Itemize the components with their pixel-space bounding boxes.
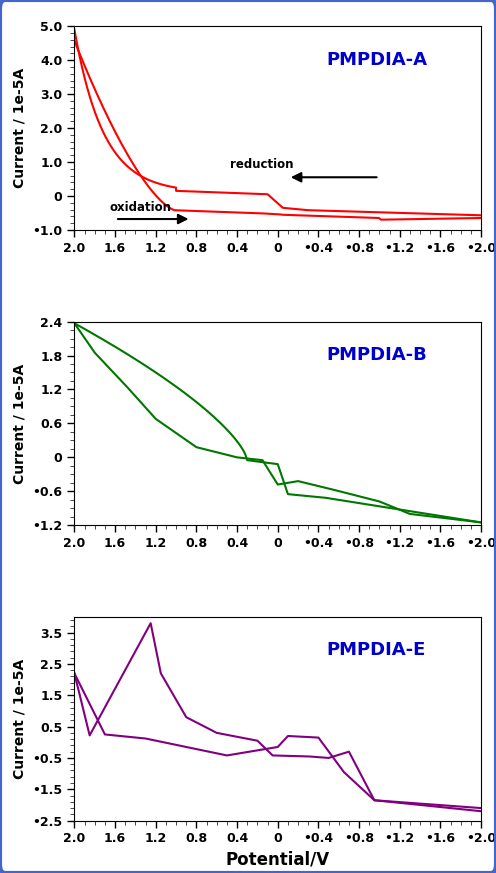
X-axis label: Potential/V: Potential/V	[226, 851, 330, 869]
Y-axis label: Current / 1e-5A: Current / 1e-5A	[13, 363, 27, 484]
Text: PMPDIA-E: PMPDIA-E	[326, 642, 426, 659]
Text: oxidation: oxidation	[110, 201, 172, 214]
Text: reduction: reduction	[230, 159, 293, 171]
Y-axis label: Current / 1e-5A: Current / 1e-5A	[13, 658, 27, 779]
Text: PMPDIA-A: PMPDIA-A	[326, 51, 428, 69]
Y-axis label: Current / 1e-5A: Current / 1e-5A	[13, 68, 27, 189]
Text: PMPDIA-B: PMPDIA-B	[326, 346, 428, 364]
